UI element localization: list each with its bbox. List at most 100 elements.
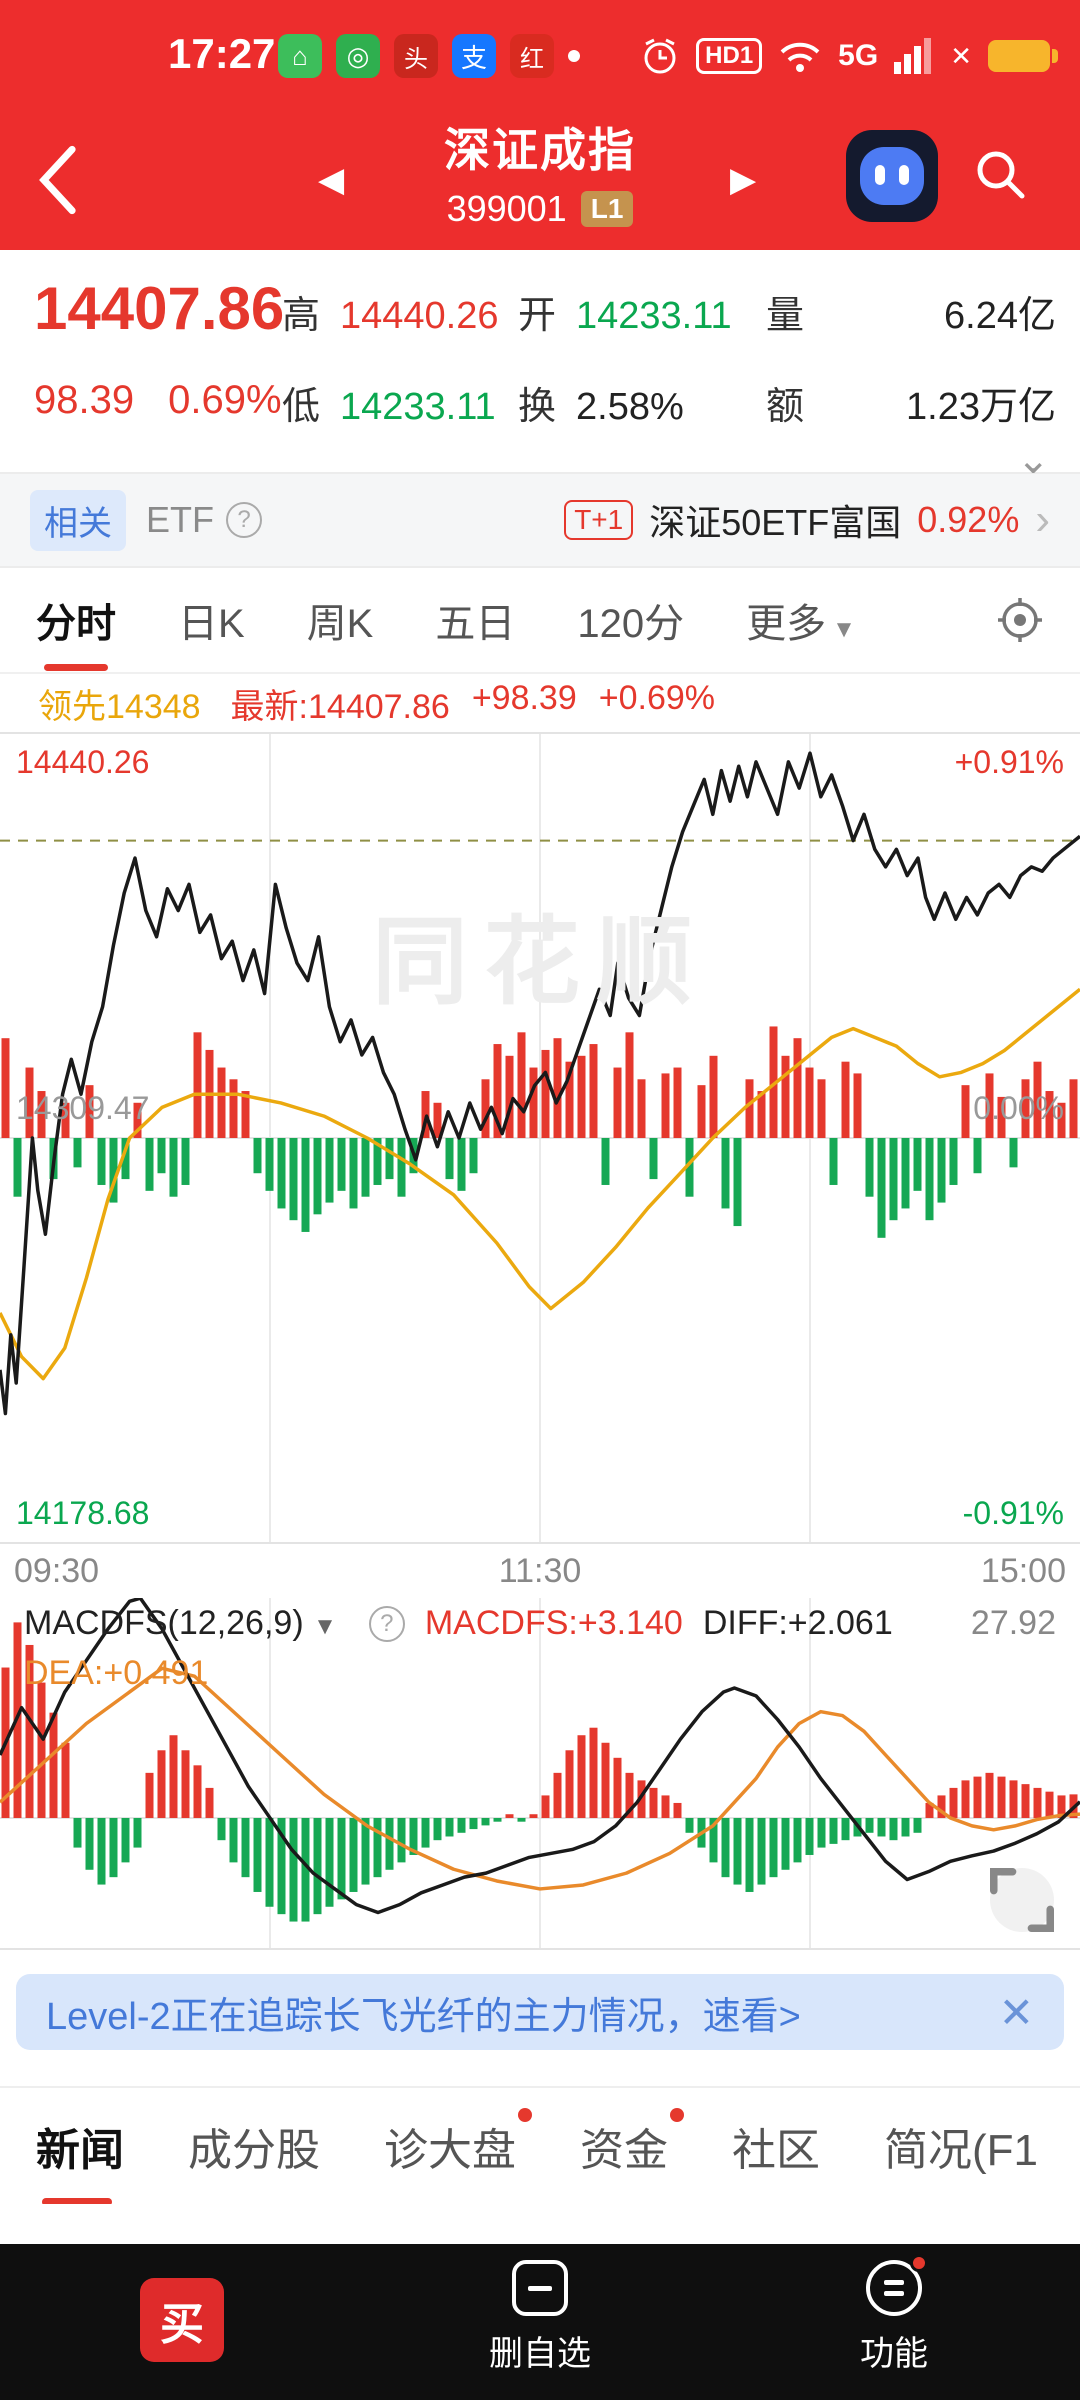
- chart-settings-icon[interactable]: [996, 596, 1044, 644]
- expand-quote-chevron[interactable]: ⌄: [1016, 438, 1050, 482]
- next-stock-button[interactable]: ▶: [730, 161, 757, 199]
- x-axis: 09:30 11:30 15:00: [0, 1544, 1080, 1598]
- price-change-pct: 0.69%: [168, 378, 282, 422]
- tab-news[interactable]: 新闻: [36, 2114, 124, 2204]
- alipay-app-icon: 支: [452, 34, 496, 78]
- red-dot-badge: [670, 2108, 684, 2122]
- chart-info-row: 领先14348 最新:14407.86 +98.39 +0.69%: [0, 674, 1080, 732]
- tab-more[interactable]: 更多 ▼: [746, 602, 856, 646]
- x-tick-close: 15:00: [980, 1551, 1066, 1590]
- remove-watchlist-button[interactable]: 删自选: [440, 2260, 640, 2375]
- macd-help-icon[interactable]: ?: [368, 1605, 405, 1642]
- etf-name: 深证50ETF富国: [649, 502, 902, 543]
- security-app-icon: ◎: [336, 34, 380, 78]
- price-change: 98.39: [34, 378, 135, 422]
- tab-120min[interactable]: 120分: [577, 602, 685, 646]
- tab-profile[interactable]: 简况(F1: [884, 2126, 1038, 2175]
- notification-app-icons: ⌂ ◎ 头 支 红: [278, 34, 580, 78]
- no-sim-icon: ✕: [950, 40, 972, 71]
- latest-pct: +0.69%: [598, 678, 716, 717]
- search-button[interactable]: [968, 142, 1032, 206]
- low-label: 低: [282, 386, 321, 428]
- level1-badge: L1: [580, 191, 634, 227]
- etf-label: ETF: [146, 499, 214, 540]
- functions-button[interactable]: 功能: [794, 2254, 994, 2375]
- y-min-pct: -0.91%: [962, 1495, 1064, 1531]
- high-value: 14440.26: [340, 295, 499, 337]
- level2-promo-banner[interactable]: Level-2正在追踪长飞光纤的主力情况，速看> ✕: [16, 1974, 1064, 2050]
- diff-value: DIFF:+2.061: [702, 1604, 893, 1642]
- turnover-value: 2.58%: [576, 386, 684, 428]
- etf-change-pct: 0.92%: [917, 499, 1020, 540]
- indicator-selector[interactable]: MACDFS(12,26,9) ▼: [24, 1604, 337, 1642]
- red-dot-badge: [910, 2254, 928, 2272]
- red-dot-badge: [518, 2108, 532, 2122]
- clock-time: 17:27: [168, 30, 276, 77]
- notification-dot-icon: [568, 50, 580, 62]
- tab-daily-k[interactable]: 日K: [178, 602, 245, 646]
- t1-badge: T+1: [564, 500, 634, 540]
- signal-bars-icon: [894, 38, 932, 74]
- macd-canvas[interactable]: [0, 1598, 1080, 1948]
- stock-code: 399001: [446, 188, 567, 229]
- minus-square-icon: [512, 2260, 568, 2316]
- watermark: 同花顺: [372, 909, 708, 1016]
- section-tab-bar: 新闻 成分股 诊大盘 资金 社区 简况(F1: [0, 2086, 1080, 2204]
- x-tick-noon: 11:30: [498, 1551, 582, 1590]
- battery-icon: [988, 40, 1058, 72]
- top-red-area: 17:27 ⌂ ◎ 头 支 红 HD1 5G ✕ ◀ 深证成指 399001 L…: [0, 0, 1080, 250]
- related-etf-link[interactable]: T+1 深证50ETF富国 0.92% ›: [564, 494, 1050, 546]
- tab-weekly-k[interactable]: 周K: [306, 602, 374, 646]
- quote-panel: 14407.86 98.39 0.69% 高 14440.26 开 14233.…: [0, 250, 1080, 482]
- menu-circle-icon: [866, 2254, 928, 2316]
- stock-title-block: 深证成指 399001 L1: [0, 114, 1080, 230]
- current-price: 14407.86: [34, 275, 285, 342]
- prev-stock-button[interactable]: ◀: [318, 161, 345, 199]
- status-bar: 17:27 ⌂ ◎ 头 支 红 HD1 5G ✕: [0, 0, 1080, 112]
- volume-value: 6.24亿: [944, 295, 1056, 337]
- low-value: 14233.11: [340, 386, 496, 428]
- assistant-robot-button[interactable]: [846, 130, 938, 222]
- status-icons: HD1 5G ✕: [640, 30, 1058, 82]
- home-app-icon: ⌂: [278, 34, 322, 78]
- turnover-label: 换: [518, 386, 557, 428]
- tab-community[interactable]: 社区: [732, 2126, 820, 2175]
- y-max-price: 14440.26: [16, 744, 150, 780]
- timeshare-chart[interactable]: 同花顺 14440.26 +0.91% 14309.47 0.00% 14178…: [0, 732, 1080, 1544]
- y-mid-price: 14309.47: [16, 1090, 150, 1126]
- chevron-down-icon: ▼: [832, 616, 856, 643]
- tab-timeshare[interactable]: 分时: [36, 591, 116, 649]
- latest-change: +98.39: [471, 678, 577, 717]
- hd-voice-icon: HD1: [696, 38, 763, 74]
- quote-stats-grid: 高 14440.26 开 14233.11 量 6.24亿 低 14233.11…: [282, 284, 1056, 430]
- macd-value: MACDFS:+3.140: [424, 1604, 683, 1642]
- amount-label: 额: [766, 386, 805, 428]
- tab-components[interactable]: 成分股: [188, 2126, 320, 2175]
- tab-five-day[interactable]: 五日: [435, 602, 516, 646]
- open-label: 开: [518, 295, 557, 337]
- alarm-clock-icon: [644, 38, 676, 74]
- back-button[interactable]: [28, 140, 88, 220]
- chevron-right-icon: ›: [1035, 495, 1050, 544]
- page-title: 深证成指: [444, 124, 636, 176]
- fullscreen-expand-button[interactable]: [990, 1868, 1054, 1932]
- y-min-price: 14178.68: [16, 1495, 150, 1531]
- volume-label: 量: [766, 295, 805, 337]
- period-tab-bar: 分时 日K 周K 五日 120分 更多 ▼: [0, 568, 1080, 674]
- close-icon[interactable]: ✕: [998, 1988, 1034, 2036]
- chevron-down-icon: ▼: [313, 1613, 337, 1640]
- lead-indicator: 领先14348: [38, 687, 201, 726]
- timeshare-canvas[interactable]: [0, 734, 1080, 1542]
- macd-panel[interactable]: MACDFS(12,26,9) ▼ ? MACDFS:+3.140 DIFF:+…: [0, 1598, 1080, 1950]
- buy-button[interactable]: 买: [140, 2278, 224, 2362]
- y-max-pct: +0.91%: [954, 744, 1064, 780]
- red-app-icon: 红: [510, 34, 554, 78]
- tab-diagnose[interactable]: 诊大盘: [384, 2108, 532, 2178]
- etf-help-icon[interactable]: ?: [226, 502, 262, 538]
- tab-funds[interactable]: 资金: [580, 2108, 684, 2178]
- latest-quote: 最新:14407.86 +98.39 +0.69%: [231, 679, 715, 728]
- bottom-nav-bar: 买 删自选 功能: [0, 2244, 1080, 2400]
- related-etf-bar[interactable]: 相关 ETF ? T+1 深证50ETF富国 0.92% ›: [0, 472, 1080, 568]
- latest-price: 最新:14407.86: [230, 687, 450, 726]
- x-tick-open: 09:30: [14, 1551, 100, 1590]
